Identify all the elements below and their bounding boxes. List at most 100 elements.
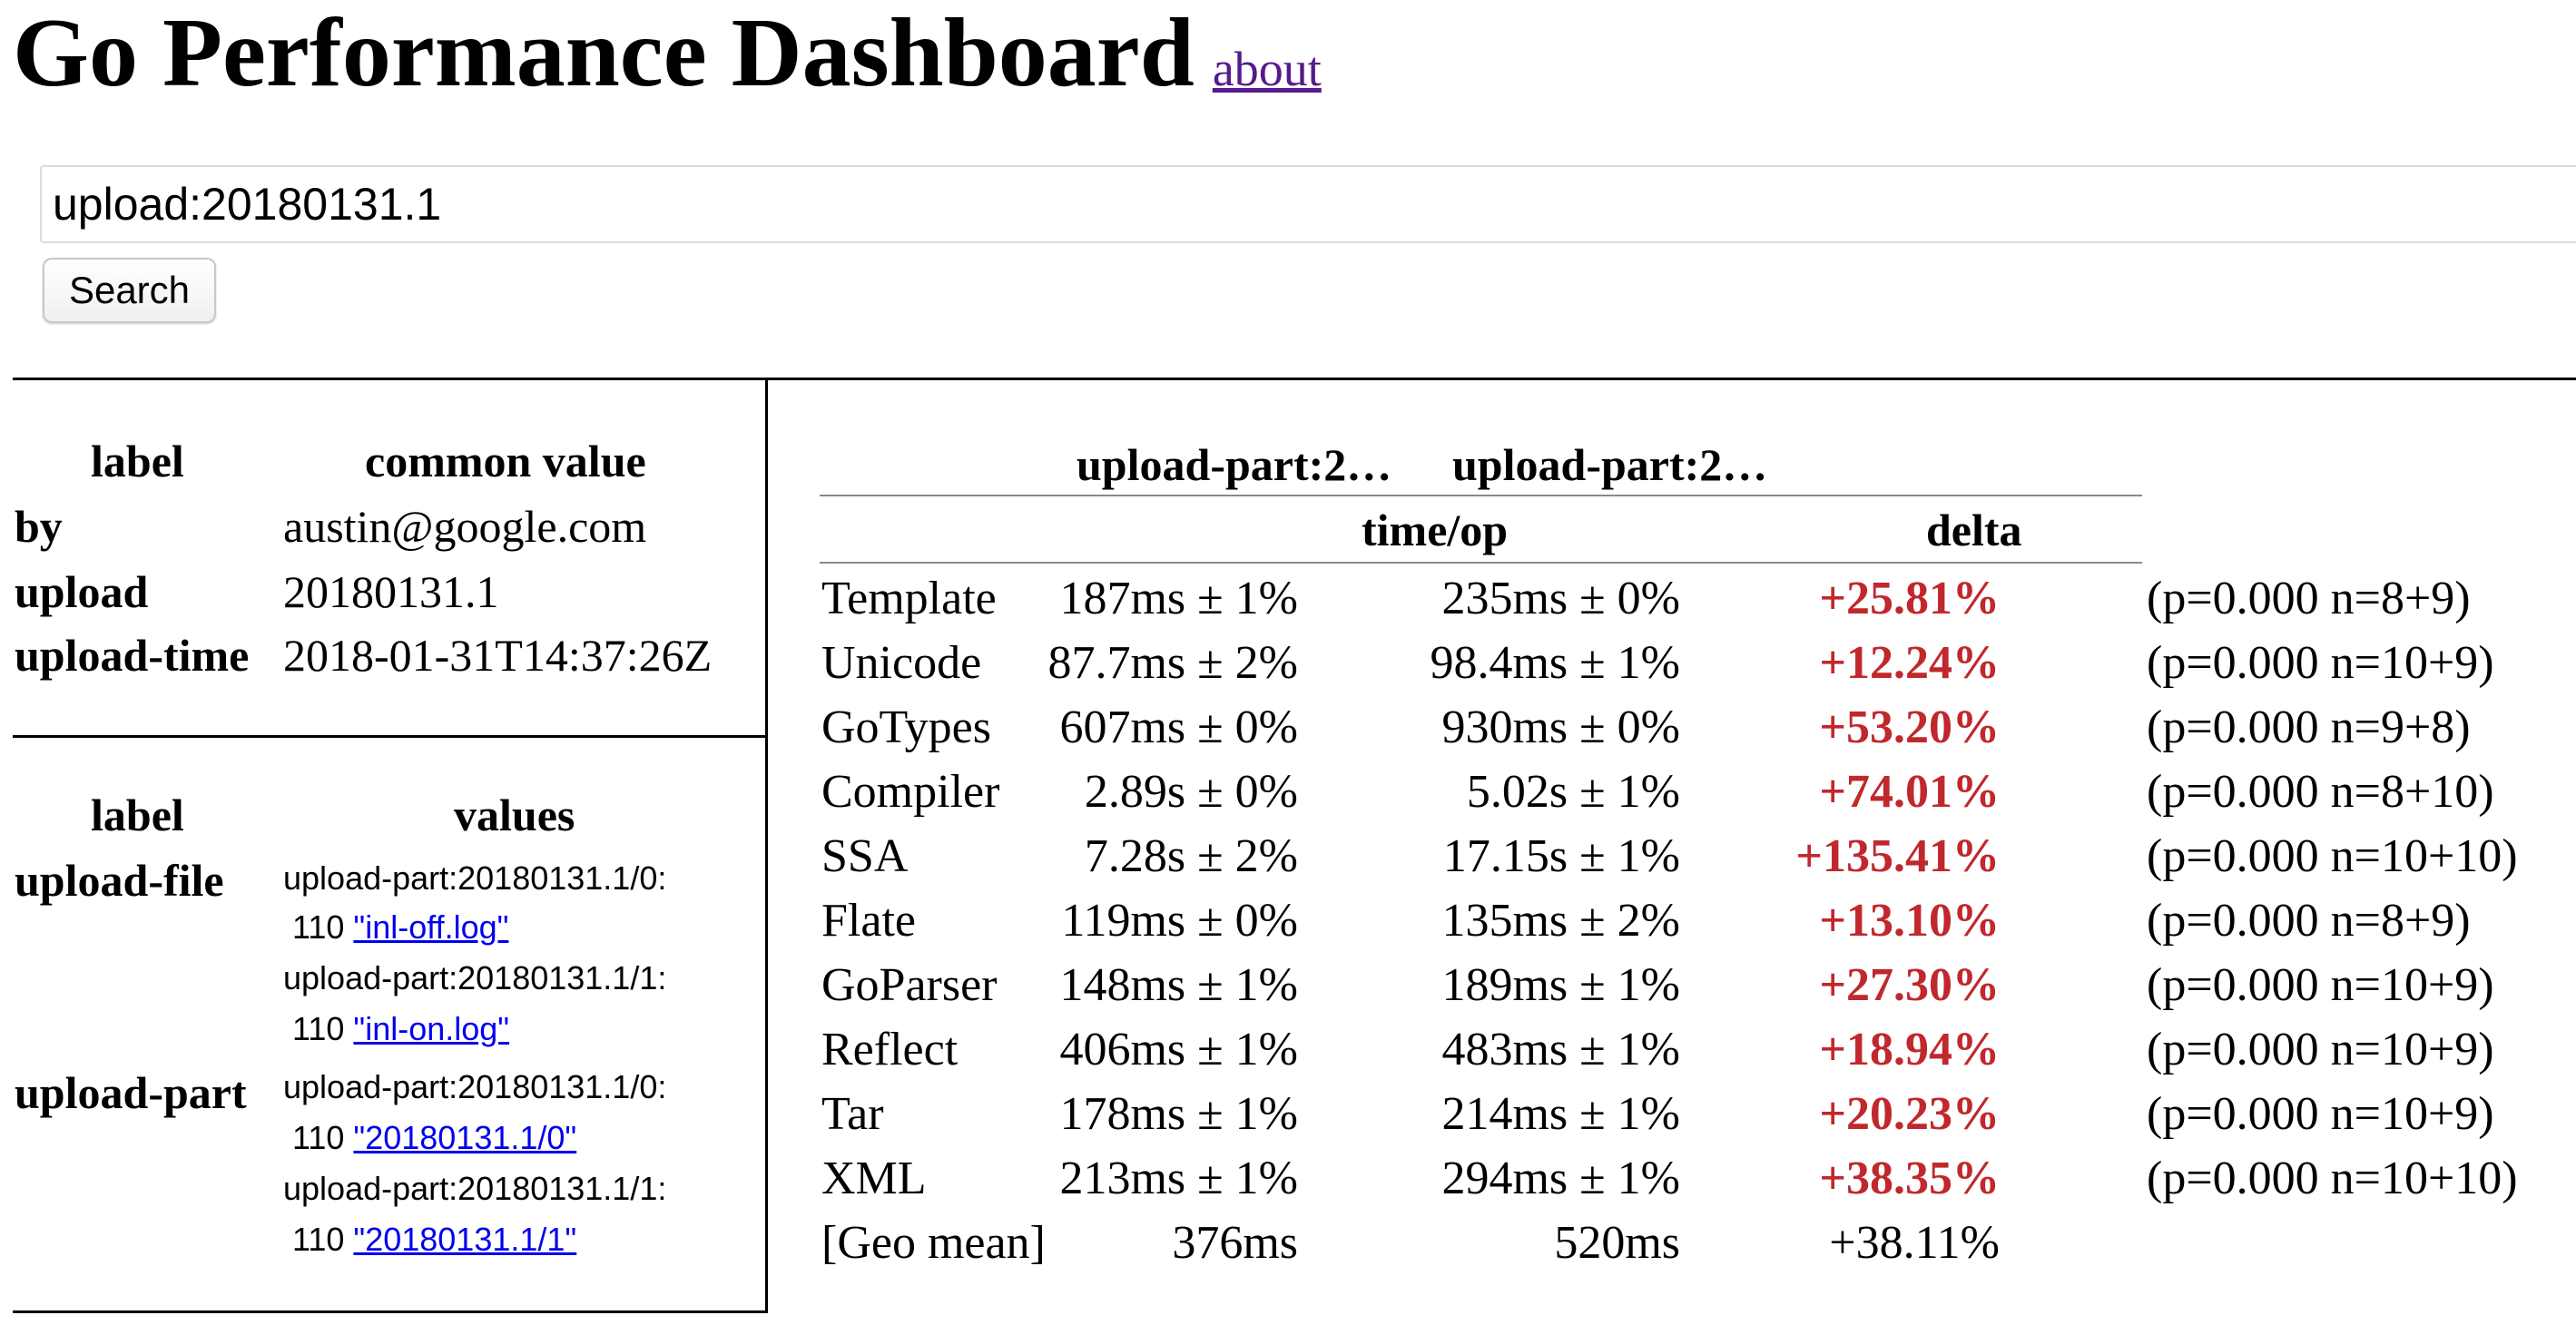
new-time: 98.4ms ± 1% [1430, 637, 1680, 689]
metric-header: time/op [1362, 505, 1509, 555]
p-value-note: (p=0.000 n=10+10) [2147, 830, 2518, 882]
value-entry-count: 110 [292, 908, 345, 946]
common-row-label: upload [15, 566, 149, 617]
p-value-note: (p=0.000 n=8+9) [2147, 895, 2471, 947]
delta-value: +25.81% [1819, 573, 2000, 624]
delta-value: +12.24% [1819, 637, 2000, 689]
values-group-label: upload-part [15, 1067, 247, 1118]
table-row: Compiler 2.89s ± 0% 5.02s ± 1% +74.01% (p=0.… [821, 760, 2573, 824]
old-time: 119ms ± 0% [1061, 895, 1298, 947]
inl-off-log-link[interactable]: "inl-off.log" [353, 908, 509, 946]
benchmark-name: Unicode [821, 637, 982, 689]
search-input[interactable] [40, 165, 2576, 243]
divider-bottom [13, 1310, 768, 1313]
upload-part-0-link[interactable]: "20180131.1/0" [353, 1119, 577, 1156]
common-row-label: by [15, 501, 63, 552]
new-time: 5.02s ± 1% [1466, 766, 1680, 818]
divider-middle [13, 735, 766, 738]
old-time: 7.28s ± 2% [1084, 830, 1298, 882]
value-entry-count: 110 [292, 1010, 345, 1047]
common-header-value: common value [365, 436, 646, 486]
common-row-value: 20180131.1 [283, 566, 499, 617]
table-row: GoTypes 607ms ± 0% 930ms ± 0% +53.20% (p=0.0… [821, 695, 2573, 760]
benchmark-name: Compiler [821, 766, 1000, 818]
old-time: 148ms ± 1% [1059, 959, 1298, 1011]
search-button[interactable]: Search [43, 258, 216, 323]
common-row-label: upload-time [15, 630, 250, 681]
value-entry-key: upload-part:20180131.1/0: [283, 859, 667, 897]
p-value-note: (p=0.000 n=10+9) [2147, 1024, 2494, 1075]
table-row: Unicode 87.7ms ± 2% 98.4ms ± 1% +12.24% (p=0… [821, 631, 2573, 695]
p-value-note: (p=0.000 n=10+10) [2147, 1153, 2518, 1204]
table-row: XML 213ms ± 1% 294ms ± 1% +38.35% (p=0.000 n… [821, 1146, 2573, 1211]
divider-top [13, 378, 2576, 380]
common-row-value: austin@google.com [283, 501, 647, 552]
benchmark-name: GoParser [821, 959, 998, 1011]
old-time: 187ms ± 1% [1059, 573, 1298, 624]
old-time: 178ms ± 1% [1059, 1088, 1298, 1140]
delta-value: +74.01% [1819, 766, 2000, 818]
geomean-row: [Geo mean] 376ms 520ms +38.11% [821, 1211, 2573, 1275]
benchmark-name: SSA [821, 830, 909, 882]
common-row-value: 2018-01-31T14:37:26Z [283, 630, 713, 681]
header-rule [820, 562, 2142, 564]
table-row: Template 187ms ± 1% 235ms ± 0% +25.81% (p=0.… [821, 566, 2573, 631]
old-time: 2.89s ± 0% [1084, 766, 1298, 818]
benchmark-rows: Template 187ms ± 1% 235ms ± 0% +25.81% (p=0.… [821, 566, 2573, 1275]
new-time: 483ms ± 1% [1441, 1024, 1680, 1075]
geomean-old: 376ms [1172, 1217, 1298, 1269]
geomean-name: [Geo mean] [821, 1217, 1046, 1269]
geomean-new: 520ms [1554, 1217, 1680, 1269]
delta-value: +135.41% [1795, 830, 2000, 882]
values-header-label: label [91, 790, 184, 840]
delta-value: +18.94% [1819, 1024, 2000, 1075]
p-value-note: (p=0.000 n=10+9) [2147, 959, 2494, 1011]
value-entry-count: 110 [292, 1119, 345, 1156]
table-row: SSA 7.28s ± 2% 17.15s ± 1% +135.41% (p=0.000… [821, 824, 2573, 888]
table-row: Tar 178ms ± 1% 214ms ± 1% +20.23% (p=0.000 n… [821, 1082, 2573, 1146]
p-value-note: (p=0.000 n=8+10) [2147, 766, 2494, 818]
old-time: 87.7ms ± 2% [1047, 637, 1298, 689]
new-time: 189ms ± 1% [1441, 959, 1680, 1011]
delta-value: +27.30% [1819, 959, 2000, 1011]
value-entry-key: upload-part:20180131.1/0: [283, 1068, 667, 1105]
value-entry: 110 "inl-on.log" [292, 1011, 509, 1047]
delta-value: +53.20% [1819, 702, 2000, 753]
delta-header: delta [1926, 505, 2022, 555]
value-entry-key: upload-part:20180131.1/1: [283, 959, 667, 996]
upload-part-1-link[interactable]: "20180131.1/1" [353, 1221, 577, 1258]
table-row: GoParser 148ms ± 1% 189ms ± 1% +27.30% (p=0.… [821, 953, 2573, 1017]
value-entry-count: 110 [292, 1221, 345, 1258]
p-value-note: (p=0.000 n=8+9) [2147, 573, 2471, 624]
benchmark-name: Tar [821, 1088, 884, 1140]
new-time: 135ms ± 2% [1441, 895, 1680, 947]
about-link[interactable]: about [1212, 42, 1322, 96]
benchmark-name: Template [821, 573, 997, 624]
new-time: 235ms ± 0% [1441, 573, 1680, 624]
values-header-values: values [454, 790, 575, 840]
values-group-label: upload-file [15, 855, 224, 906]
inl-on-log-link[interactable]: "inl-on.log" [353, 1010, 510, 1047]
page-header: Go Performance Dashboard about [13, 0, 1322, 107]
benchmark-name: Flate [821, 895, 916, 947]
geomean-delta: +38.11% [1829, 1217, 2000, 1269]
old-time: 607ms ± 0% [1059, 702, 1298, 753]
delta-value: +13.10% [1819, 895, 2000, 947]
common-header-label: label [91, 436, 184, 486]
p-value-note: (p=0.000 n=9+8) [2147, 702, 2471, 753]
table-row: Flate 119ms ± 0% 135ms ± 2% +13.10% (p=0.000… [821, 888, 2573, 953]
header-rule [820, 495, 2142, 496]
value-entry: 110 "20180131.1/0" [292, 1120, 576, 1156]
page-title: Go Performance Dashboard [13, 0, 1195, 107]
benchmark-name: Reflect [821, 1024, 959, 1075]
p-value-note: (p=0.000 n=10+9) [2147, 1088, 2494, 1140]
benchmark-name: GoTypes [821, 702, 992, 753]
delta-value: +38.35% [1819, 1153, 2000, 1204]
value-entry: 110 "inl-off.log" [292, 909, 508, 946]
benchmark-name: XML [821, 1153, 927, 1204]
table-row: Reflect 406ms ± 1% 483ms ± 1% +18.94% (p=0.0… [821, 1017, 2573, 1082]
value-entry-key: upload-part:20180131.1/1: [283, 1170, 667, 1207]
new-time: 214ms ± 1% [1441, 1088, 1680, 1140]
old-time: 406ms ± 1% [1059, 1024, 1298, 1075]
divider-vertical [765, 378, 768, 1312]
